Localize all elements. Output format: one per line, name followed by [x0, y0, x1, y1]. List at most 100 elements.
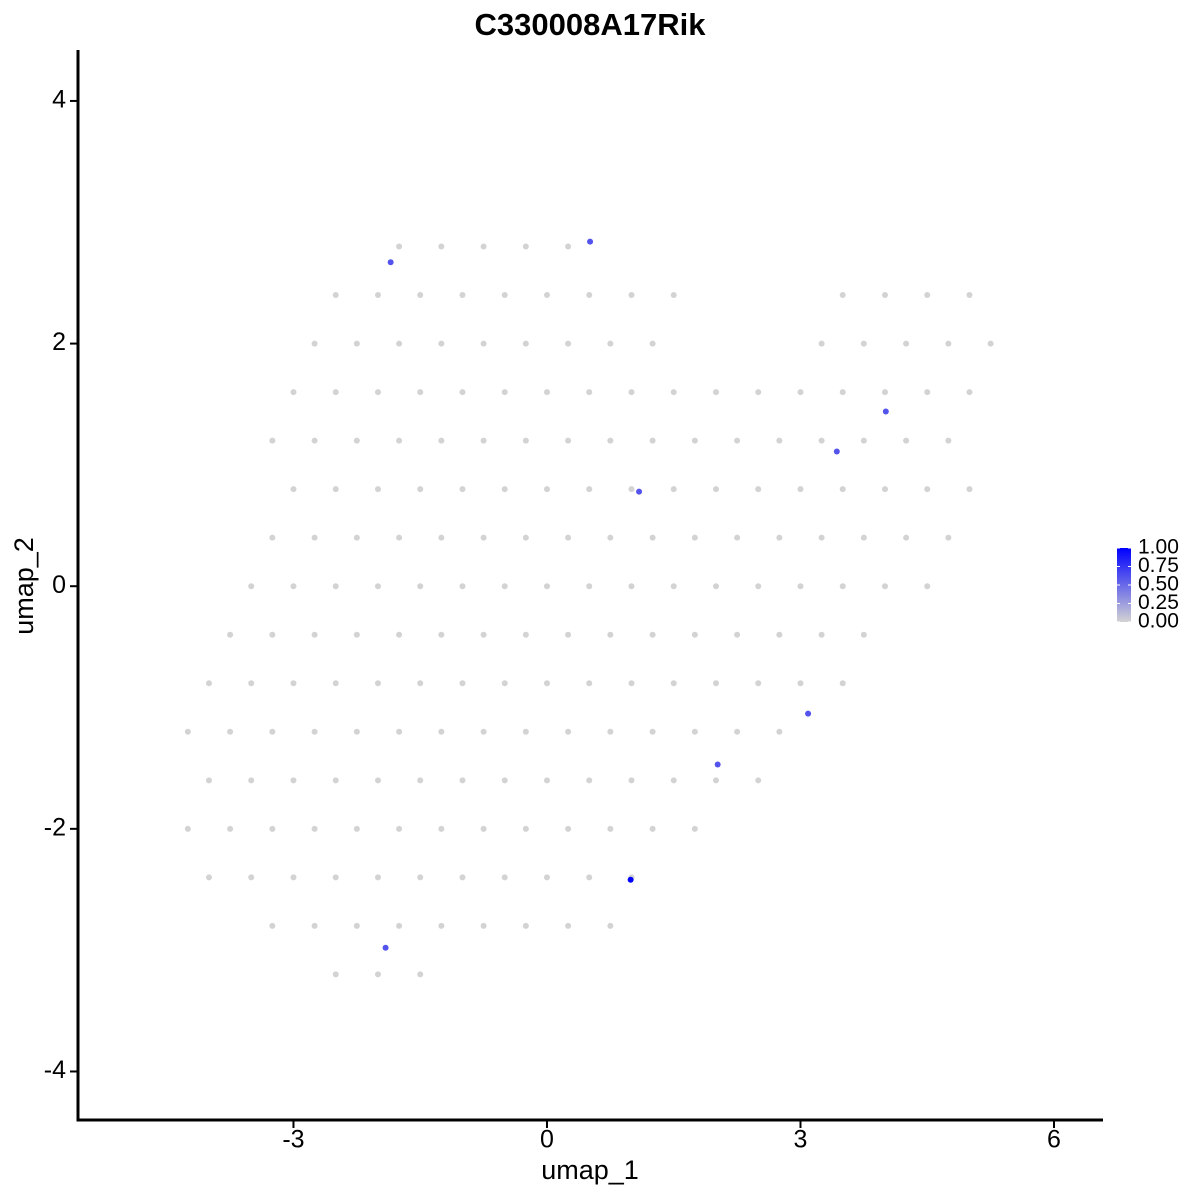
cell-point: [396, 340, 403, 347]
cell-point: [522, 728, 529, 735]
cell-point: [966, 389, 973, 396]
color-tick-label: 0.25: [1138, 591, 1179, 614]
cell-point: [818, 340, 825, 347]
y-tick-label: 2: [52, 328, 66, 356]
cell-point: [691, 437, 698, 444]
cell-point: [374, 292, 381, 299]
cell-point: [755, 777, 762, 784]
cell-point: [332, 971, 339, 978]
cell-point: [670, 777, 677, 784]
cell-point: [290, 777, 297, 784]
cell-point: [881, 486, 888, 493]
cell-point: [417, 680, 424, 687]
cell-point: [627, 876, 634, 883]
y-axis-title: umap_2: [9, 537, 39, 635]
cell-point: [924, 486, 931, 493]
cell-point: [565, 437, 572, 444]
cell-point: [269, 825, 276, 832]
cell-point: [522, 534, 529, 541]
cell-point: [269, 728, 276, 735]
cell-point: [269, 922, 276, 929]
cell-point: [480, 243, 487, 250]
cell-point: [522, 243, 529, 250]
cell-point: [607, 825, 614, 832]
cell-point: [501, 292, 508, 299]
cell-point: [860, 437, 867, 444]
cell-point: [670, 583, 677, 590]
cell-point: [670, 389, 677, 396]
cell-point: [332, 680, 339, 687]
points: [184, 238, 994, 978]
x-tick-label: 3: [794, 1126, 808, 1154]
cell-point: [755, 389, 762, 396]
cell-point: [396, 922, 403, 929]
cell-point: [607, 631, 614, 638]
cell-point: [712, 583, 719, 590]
cell-point: [649, 631, 656, 638]
cell-point: [387, 259, 394, 266]
cell-point: [776, 631, 783, 638]
cell-point: [353, 922, 360, 929]
cell-point: [818, 631, 825, 638]
cell-point: [797, 389, 804, 396]
color-tick-label: 0.75: [1138, 554, 1179, 577]
cell-point: [670, 680, 677, 687]
cell-point: [903, 340, 910, 347]
cell-point: [417, 583, 424, 590]
cell-point: [839, 583, 846, 590]
color-tick-label: 1.00: [1138, 536, 1179, 559]
cell-point: [691, 631, 698, 638]
cell-point: [607, 534, 614, 541]
cell-point: [248, 874, 255, 881]
cell-point: [839, 292, 846, 299]
cell-point: [565, 631, 572, 638]
cell-point: [833, 448, 840, 455]
cell-point: [480, 534, 487, 541]
cell-point: [501, 680, 508, 687]
cell-point: [522, 340, 529, 347]
cell-point: [396, 243, 403, 250]
cell-point: [332, 777, 339, 784]
cell-point: [586, 777, 593, 784]
cell-point: [839, 389, 846, 396]
cell-point: [205, 777, 212, 784]
cell-point: [966, 292, 973, 299]
cell-point: [649, 340, 656, 347]
cell-point: [248, 680, 255, 687]
cell-point: [522, 922, 529, 929]
cell-point: [311, 825, 318, 832]
cell-point: [797, 583, 804, 590]
cell-point: [670, 486, 677, 493]
cell-point: [734, 534, 741, 541]
cell-point: [480, 922, 487, 929]
cell-point: [628, 292, 635, 299]
cell-point: [480, 340, 487, 347]
y-tick-label: 0: [52, 571, 66, 599]
cell-point: [438, 631, 445, 638]
cell-point: [734, 631, 741, 638]
cell-point: [712, 486, 719, 493]
cell-point: [839, 680, 846, 687]
y-tick-label: 4: [52, 86, 66, 114]
cell-point: [417, 777, 424, 784]
cell-point: [587, 238, 594, 245]
cell-point: [184, 728, 191, 735]
cell-point: [459, 583, 466, 590]
cell-point: [805, 710, 812, 717]
cell-point: [628, 680, 635, 687]
cell-point: [438, 922, 445, 929]
cell-point: [353, 631, 360, 638]
cell-point: [459, 680, 466, 687]
cell-point: [311, 437, 318, 444]
cell-point: [205, 874, 212, 881]
cell-point: [586, 680, 593, 687]
cell-point: [290, 486, 297, 493]
cell-point: [628, 777, 635, 784]
cell-point: [374, 971, 381, 978]
cell-point: [755, 583, 762, 590]
cell-point: [607, 340, 614, 347]
cell-point: [712, 680, 719, 687]
cell-point: [670, 292, 677, 299]
cell-point: [565, 243, 572, 250]
